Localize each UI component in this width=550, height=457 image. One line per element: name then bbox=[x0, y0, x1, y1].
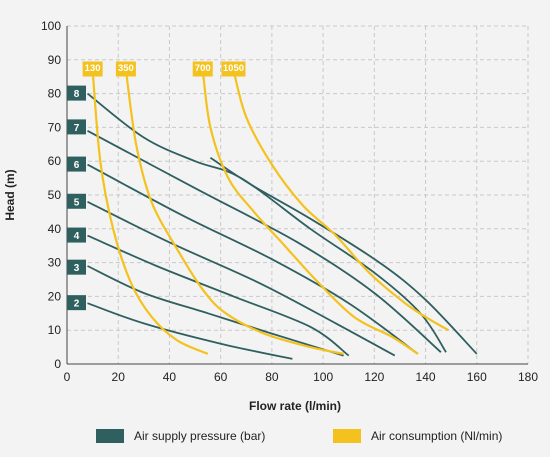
pressure-line-5 bbox=[87, 200, 396, 357]
y-tick-label: 50 bbox=[48, 188, 62, 202]
pressure-label-6: 6 bbox=[74, 160, 80, 171]
pressure-line-6 bbox=[87, 163, 419, 355]
pressure-label-box-7 bbox=[67, 119, 86, 135]
y-tick-label: 60 bbox=[48, 154, 62, 168]
y-tick-label: 90 bbox=[48, 53, 62, 67]
pressure-label-3: 3 bbox=[74, 263, 80, 274]
air-label-box-350 bbox=[115, 61, 136, 77]
legend-pressure: Air supply pressure (bar) bbox=[96, 428, 265, 444]
pressure-line-2 bbox=[87, 302, 293, 360]
y-tick-label: 0 bbox=[54, 357, 61, 371]
grid bbox=[66, 25, 529, 365]
pressure-line-7 bbox=[87, 130, 442, 353]
air-line-1050 bbox=[232, 69, 450, 332]
pressure-label-box-3 bbox=[67, 259, 86, 275]
pressure-line-3 bbox=[87, 265, 344, 357]
x-tick-label: 60 bbox=[214, 370, 228, 384]
pressure-label-box-4 bbox=[67, 227, 86, 243]
pressure-label-box-6 bbox=[67, 156, 86, 172]
y-tick-label: 80 bbox=[48, 87, 62, 101]
y-tick-label: 10 bbox=[48, 323, 62, 337]
pressure-line bbox=[209, 157, 478, 355]
air-label-1050: 1050 bbox=[223, 63, 244, 74]
air-label-130: 130 bbox=[85, 63, 101, 74]
legend-air: Air consumption (Nl/min) bbox=[333, 428, 502, 444]
air-label-box-700 bbox=[192, 61, 213, 77]
x-tick-label: 180 bbox=[518, 370, 538, 384]
x-tick-label: 120 bbox=[364, 370, 384, 384]
y-tick-label: 30 bbox=[48, 256, 62, 270]
pressure-label-7: 7 bbox=[74, 123, 80, 134]
y-tick-label: 70 bbox=[48, 120, 62, 134]
y-tick-label: 40 bbox=[48, 222, 62, 236]
legend-air-swatch bbox=[333, 429, 361, 443]
air-line-700 bbox=[201, 69, 419, 355]
x-tick-label: 20 bbox=[112, 370, 126, 384]
y-tick-label: 20 bbox=[48, 289, 62, 303]
pressure-label-2: 2 bbox=[74, 299, 80, 310]
legend-air-label: Air consumption (Nl/min) bbox=[371, 429, 503, 443]
air-label-700: 700 bbox=[195, 63, 211, 74]
pressure-label-8: 8 bbox=[74, 89, 80, 100]
series bbox=[86, 69, 478, 360]
pressure-line-8 bbox=[86, 92, 447, 353]
x-tick-label: 80 bbox=[265, 370, 279, 384]
air-label-350: 350 bbox=[118, 63, 134, 74]
air-label-box-130 bbox=[82, 61, 103, 77]
air-line-130 bbox=[91, 69, 209, 355]
x-tick-label: 100 bbox=[313, 370, 333, 384]
pressure-label-box-5 bbox=[67, 193, 86, 209]
x-tick-label: 160 bbox=[467, 370, 487, 384]
series-labels: 8 7 6 5 4 3 2 130 350 700 1050 bbox=[67, 61, 246, 311]
y-axis-ticks: 0 10 20 30 40 50 60 70 80 90 100 bbox=[41, 19, 61, 371]
air-label-box-1050 bbox=[221, 61, 246, 77]
x-tick-label: 140 bbox=[416, 370, 436, 384]
x-axis-ticks: 0 20 40 60 80 100 120 140 160 180 bbox=[64, 370, 539, 384]
legend-pressure-label: Air supply pressure (bar) bbox=[134, 429, 266, 443]
pressure-label-box-2 bbox=[67, 295, 86, 311]
pressure-line-4 bbox=[87, 234, 350, 357]
y-axis-title: Head (m) bbox=[3, 169, 17, 220]
pressure-label-4: 4 bbox=[74, 231, 80, 242]
pressure-label-box-8 bbox=[67, 85, 86, 101]
air-line-350 bbox=[124, 69, 344, 355]
pressure-label-5: 5 bbox=[74, 197, 80, 208]
x-axis-title: Flow rate (l/min) bbox=[249, 399, 341, 413]
y-tick-label: 100 bbox=[41, 19, 61, 33]
legend-pressure-swatch bbox=[96, 429, 124, 443]
x-tick-label: 40 bbox=[163, 370, 177, 384]
x-tick-label: 0 bbox=[64, 370, 71, 384]
